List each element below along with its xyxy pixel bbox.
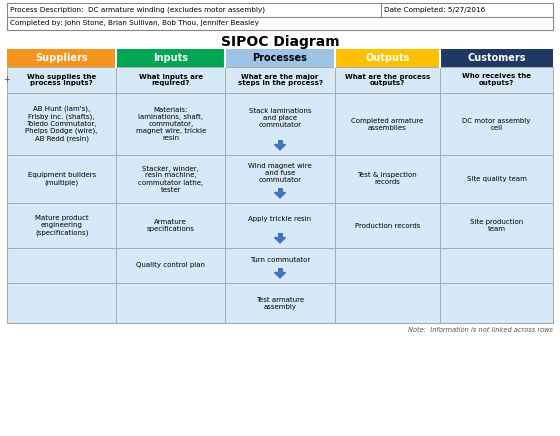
Text: Stacker, winder,
resin machine,
commutator lathe,
tester: Stacker, winder, resin machine, commutat… <box>138 166 203 193</box>
Text: Quality control plan: Quality control plan <box>136 262 206 269</box>
Text: Stack laminations
and place
commutator: Stack laminations and place commutator <box>249 108 311 128</box>
Text: Note:  Information is not linked across rows: Note: Information is not linked across r… <box>408 327 553 333</box>
Text: SIPOC Diagram: SIPOC Diagram <box>221 35 339 49</box>
Bar <box>278 188 282 193</box>
Text: Who receives the
outputs?: Who receives the outputs? <box>462 74 531 86</box>
Text: Completed armature
assemblies: Completed armature assemblies <box>351 117 423 130</box>
Text: Test armature
assembly: Test armature assembly <box>256 296 304 310</box>
Polygon shape <box>274 272 286 278</box>
Text: Equipment builders
(multiple): Equipment builders (multiple) <box>27 172 96 186</box>
Text: Processes: Processes <box>253 53 307 63</box>
Text: Mature product
engineering
(specifications): Mature product engineering (specificatio… <box>35 215 88 236</box>
Text: Completed by: John Stone, Brian Sullivan, Bob Thou, Jennifer Beasley: Completed by: John Stone, Brian Sullivan… <box>10 20 259 27</box>
Polygon shape <box>274 193 286 198</box>
Text: Inputs: Inputs <box>153 53 188 63</box>
Text: Process Description:  DC armature winding (excludes motor assembly): Process Description: DC armature winding… <box>10 7 265 13</box>
Text: Turn commutator: Turn commutator <box>250 256 310 262</box>
Text: AB Hunt (lam's),
Frisby Inc. (shafts),
Toledo Commutator,
Phelps Dodge (wire),
A: AB Hunt (lam's), Frisby Inc. (shafts), T… <box>25 106 98 142</box>
Text: +: + <box>3 75 10 85</box>
Text: Outputs: Outputs <box>365 53 409 63</box>
Bar <box>7 49 116 67</box>
Bar <box>7 3 553 30</box>
Text: What are the process
outputs?: What are the process outputs? <box>344 74 430 86</box>
Text: Armature
specifications: Armature specifications <box>147 219 195 232</box>
Text: Site production
team: Site production team <box>470 219 523 232</box>
Text: Site quality team: Site quality team <box>466 176 526 182</box>
Text: Customers: Customers <box>467 53 526 63</box>
Polygon shape <box>274 238 286 243</box>
Polygon shape <box>274 144 286 150</box>
Bar <box>440 49 553 67</box>
Text: What inputs are
required?: What inputs are required? <box>139 74 203 86</box>
Bar <box>278 140 282 144</box>
Bar <box>278 268 282 272</box>
Bar <box>278 233 282 238</box>
Bar <box>7 67 553 93</box>
Text: Test & inspection
records: Test & inspection records <box>357 173 417 185</box>
Text: Who supplies the
process inputs?: Who supplies the process inputs? <box>27 74 96 86</box>
Text: Apply trickle resin: Apply trickle resin <box>249 217 311 222</box>
Bar <box>116 49 225 67</box>
Bar <box>7 93 553 323</box>
Text: What are the major
steps in the process?: What are the major steps in the process? <box>237 74 323 86</box>
Text: DC motor assembly
cell: DC motor assembly cell <box>463 117 531 130</box>
Bar <box>334 49 440 67</box>
Text: Date Completed: 5/27/2016: Date Completed: 5/27/2016 <box>384 7 486 13</box>
Text: Materials:
laminations, shaft,
commutator,
magnet wire, trickle
resin: Materials: laminations, shaft, commutato… <box>136 107 206 141</box>
Bar <box>225 49 334 67</box>
Text: Production records: Production records <box>354 222 420 228</box>
Text: Suppliers: Suppliers <box>35 53 88 63</box>
Text: Wind magnet wire
and fuse
commutator: Wind magnet wire and fuse commutator <box>248 163 312 183</box>
